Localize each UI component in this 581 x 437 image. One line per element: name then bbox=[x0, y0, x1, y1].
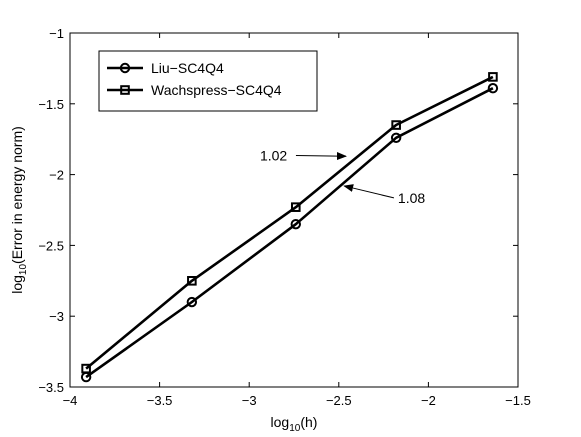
x-axis-label: log10(h) bbox=[271, 414, 318, 434]
x-tick-label: −2 bbox=[421, 393, 436, 408]
annotation-arrow bbox=[295, 152, 347, 161]
y-tick-label: −3.5 bbox=[38, 380, 64, 395]
ticks: −4 −3.5 −3 −2.5 −2 −1.5−3.5−3−2.5−2−1.5−1 bbox=[38, 26, 531, 408]
x-axis-label-subscript: 10 bbox=[289, 423, 301, 434]
y-tick-label: −3 bbox=[49, 309, 64, 324]
legend-label: Liu−SC4Q4 bbox=[151, 60, 224, 76]
legend-marker bbox=[120, 85, 130, 95]
x-tick-label: −1.5 bbox=[505, 393, 531, 408]
y-axis-label-prefix: log bbox=[9, 275, 25, 294]
series-line bbox=[85, 75, 494, 370]
data-point bbox=[187, 276, 197, 286]
annotation-label: 1.02 bbox=[260, 147, 287, 163]
y-axis-label-suffix: (Error in energy norm) bbox=[9, 126, 25, 264]
y-tick-label: −2.5 bbox=[38, 238, 64, 253]
x-axis-label-prefix: log bbox=[271, 414, 290, 430]
x-tick-label: −3 bbox=[242, 393, 257, 408]
y-tick-label: −2 bbox=[49, 168, 64, 183]
y-tick-label: −1.5 bbox=[38, 97, 64, 112]
series-line bbox=[85, 87, 494, 379]
data-point bbox=[487, 83, 499, 94]
legend-marker bbox=[119, 62, 131, 74]
data-point bbox=[81, 363, 91, 374]
data-point bbox=[290, 218, 301, 230]
annotation-label: 1.08 bbox=[398, 190, 425, 206]
annotations: 1.02 1.08 bbox=[260, 147, 425, 205]
legend-box bbox=[98, 50, 318, 112]
x-tick-label: −2.5 bbox=[326, 393, 352, 408]
x-axis-label-suffix: (h) bbox=[300, 414, 317, 430]
y-axis-label: log10(Error in energy norm) bbox=[9, 126, 29, 294]
data-point bbox=[488, 72, 498, 82]
legend-label: Wachspress−SC4Q4 bbox=[151, 82, 282, 98]
y-tick-label: −1 bbox=[49, 26, 64, 41]
data-point bbox=[390, 132, 402, 143]
legend: Liu−SC4Q4 Wachspress−SC4Q4 bbox=[98, 50, 318, 112]
data-point bbox=[391, 120, 401, 130]
data-point bbox=[290, 202, 301, 212]
y-axis-label-subscript: 10 bbox=[18, 264, 29, 276]
data-point bbox=[186, 296, 198, 308]
x-tick-label: −4 bbox=[63, 393, 78, 408]
x-tick-label: −3.5 bbox=[147, 393, 173, 408]
series-layer bbox=[80, 72, 499, 383]
annotation-arrow bbox=[343, 184, 395, 199]
